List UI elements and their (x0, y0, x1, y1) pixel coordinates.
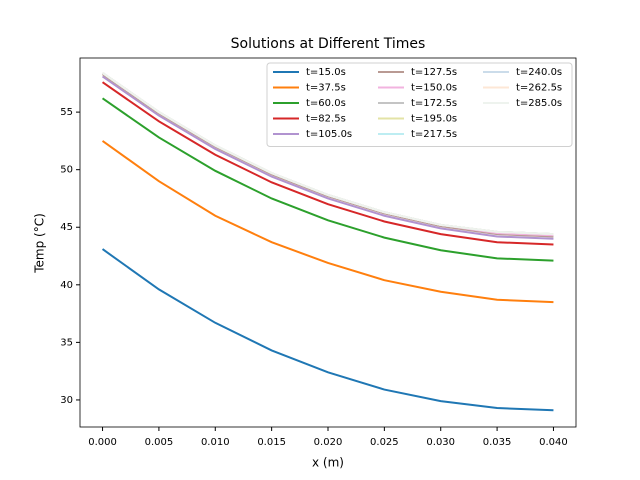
series-line (101, 72, 554, 236)
y-tick-label: 55 (60, 107, 73, 118)
x-tick-label: 0.025 (370, 437, 399, 448)
x-tick-label: 0.010 (201, 437, 230, 448)
x-tick-label: 0.020 (314, 437, 343, 448)
legend-label: t=217.5s (411, 129, 457, 140)
legend-label: t=195.0s (411, 114, 457, 125)
plot-frame (79, 57, 577, 428)
series-line (101, 97, 554, 262)
y-tick-label: 45 (60, 222, 73, 233)
x-axis-label: x (m) (312, 456, 344, 470)
series-line (101, 248, 554, 412)
x-tick-label: 0.015 (257, 437, 286, 448)
legend-label: t=60.0s (306, 98, 346, 109)
y-tick-label: 35 (60, 337, 73, 348)
x-tick-label: 0.035 (483, 437, 512, 448)
x-tick-label: 0.000 (88, 437, 117, 448)
chart-title: Solutions at Different Times (231, 36, 426, 52)
legend: t=15.0s t=37.5s t=60.0s t=82.5s t=105.0s t=12… (266, 62, 573, 147)
legend-label: t=105.0s (306, 129, 352, 140)
legend-label: t=127.5s (411, 67, 457, 78)
x-tick-label: 0.030 (426, 437, 455, 448)
legend-label: t=15.0s (306, 67, 346, 78)
legend-box (266, 62, 573, 147)
y-tick-label: 30 (60, 395, 73, 406)
legend-label: t=150.0s (411, 83, 457, 94)
legend-label: t=262.5s (516, 83, 562, 94)
y-tick-label: 50 (60, 165, 73, 176)
legend-label: t=285.0s (516, 98, 562, 109)
series-line (101, 81, 554, 246)
legend-label: t=82.5s (306, 114, 346, 125)
series-line (101, 140, 554, 304)
y-axis-label: Temp (°C) (33, 213, 47, 274)
legend-label: t=37.5s (306, 83, 346, 94)
y-tick-label: 40 (60, 280, 73, 291)
legend-label: t=172.5s (411, 98, 457, 109)
legend-label: t=240.0s (516, 67, 562, 78)
x-tick-label: 0.005 (145, 437, 174, 448)
x-tick-label: 0.040 (539, 437, 568, 448)
series-line (101, 75, 554, 240)
